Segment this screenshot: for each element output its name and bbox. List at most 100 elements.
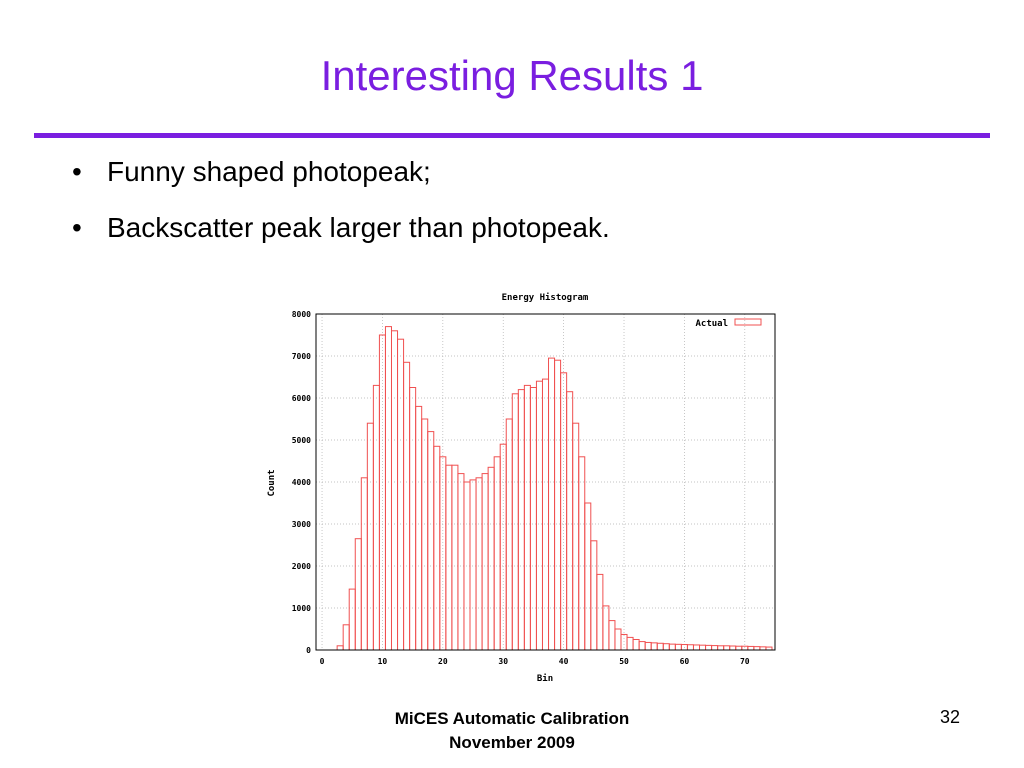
bullet-list: • Funny shaped photopeak; • Backscatter … [72, 152, 610, 264]
x-tick-label: 0 [320, 657, 325, 666]
histogram-bar [638, 641, 646, 651]
histogram-bar [548, 357, 556, 651]
bullet-item: • Backscatter peak larger than photopeak… [72, 208, 610, 264]
histogram-bar [397, 338, 405, 651]
histogram-bar [723, 645, 731, 651]
bullet-item: • Funny shaped photopeak; [72, 152, 610, 208]
histogram-bar [342, 624, 350, 651]
histogram-bar [729, 645, 737, 651]
histogram-bar [348, 588, 356, 651]
histogram-bar [572, 422, 580, 651]
histogram-bar [602, 605, 610, 651]
bullet-text: Backscatter peak larger than photopeak. [107, 212, 610, 243]
histogram-bar [650, 642, 658, 651]
histogram-bar [711, 645, 719, 651]
histogram-bar [451, 464, 459, 651]
histogram-bar [584, 502, 592, 651]
y-tick-label: 1000 [292, 604, 311, 613]
histogram-bar [717, 645, 725, 651]
histogram-bar [632, 639, 640, 651]
x-tick-label: 10 [378, 657, 388, 666]
bullet-dot-icon: • [72, 156, 82, 187]
histogram-bar [427, 431, 435, 651]
x-tick-label: 40 [559, 657, 569, 666]
bullet-text: Funny shaped photopeak; [107, 156, 431, 187]
histogram-bar [409, 387, 417, 651]
slide-title: Interesting Results 1 [320, 52, 704, 99]
histogram-bar [644, 641, 652, 651]
footer-title: MiCES Automatic Calibration [394, 709, 630, 728]
y-tick-label: 3000 [292, 520, 311, 529]
histogram-bar [541, 378, 550, 651]
histogram-bar [457, 473, 465, 651]
bullet-dot-icon: • [72, 212, 82, 243]
histogram-bar [517, 389, 525, 651]
histogram-bar [499, 443, 507, 651]
histogram-bar [390, 330, 399, 651]
legend: Actual [695, 318, 762, 329]
y-tick-label: 0 [306, 646, 311, 655]
histogram-bar [662, 643, 670, 651]
x-tick-label: 20 [438, 657, 448, 666]
legend-swatch [734, 318, 762, 326]
histogram-bar [366, 422, 374, 651]
histogram-bar [529, 387, 537, 651]
histogram-bar [554, 359, 562, 651]
histogram-bar [487, 466, 495, 651]
x-axis-label: Bin [537, 673, 553, 684]
histogram-bar [686, 644, 694, 651]
histogram-bar [596, 573, 604, 651]
histogram-bar [699, 644, 707, 651]
plot-frame [315, 313, 776, 651]
histogram-bar [505, 418, 513, 651]
histogram-bar [403, 361, 411, 651]
y-tick-label: 8000 [292, 310, 311, 319]
histogram-bar [674, 643, 682, 651]
histogram-bar [469, 479, 477, 651]
histogram-bar [360, 477, 368, 651]
histogram-bar [384, 326, 392, 651]
histogram-bar [578, 456, 586, 651]
histogram-bar [433, 445, 441, 651]
energy-histogram-chart: Energy Histogram Count Bin 0 1000 2000 3000… [258, 285, 778, 685]
page-number: 32 [939, 707, 960, 727]
y-axis-label: Count [267, 469, 277, 496]
histogram-bar [421, 418, 429, 651]
histogram-bar [608, 620, 616, 651]
chart-svg: Energy Histogram Count Bin 0 1000 2000 3000… [267, 292, 776, 684]
histogram-bar [415, 405, 423, 651]
histogram-bar [753, 646, 761, 651]
legend-label: Actual [695, 319, 728, 329]
histogram-bar [735, 645, 743, 651]
histogram-bar [511, 393, 519, 651]
histogram-bar [741, 645, 749, 651]
histogram-bar [692, 644, 701, 651]
y-tick-label: 4000 [292, 478, 311, 487]
y-tick-label: 2000 [292, 562, 311, 571]
x-tick-label: 60 [680, 657, 690, 666]
histogram-bar [475, 477, 483, 651]
histogram-bar [626, 636, 634, 651]
histogram-bar [668, 643, 676, 651]
x-tick-label: 50 [619, 657, 629, 666]
histogram-bar [590, 540, 598, 651]
histogram-bar [372, 384, 380, 651]
y-tick-label: 5000 [292, 436, 311, 445]
histogram-bar [445, 464, 453, 651]
histogram-bar [493, 456, 501, 651]
histogram-bar [566, 391, 574, 651]
histogram-bar [336, 645, 344, 651]
histogram-bar [705, 644, 713, 651]
footer: MiCES Automatic Calibration November 200… [312, 707, 712, 755]
title-divider [34, 133, 990, 138]
y-tick-label: 6000 [292, 394, 311, 403]
chart-title: Energy Histogram [502, 292, 589, 303]
histogram-bar [747, 645, 755, 651]
histogram-bar [523, 384, 531, 651]
histogram-bar [614, 628, 622, 651]
y-tick-label: 7000 [292, 352, 311, 361]
histogram-bar [656, 642, 664, 651]
histogram-bar [481, 473, 489, 651]
x-tick-label: 70 [740, 657, 750, 666]
histogram-bar [354, 538, 362, 651]
